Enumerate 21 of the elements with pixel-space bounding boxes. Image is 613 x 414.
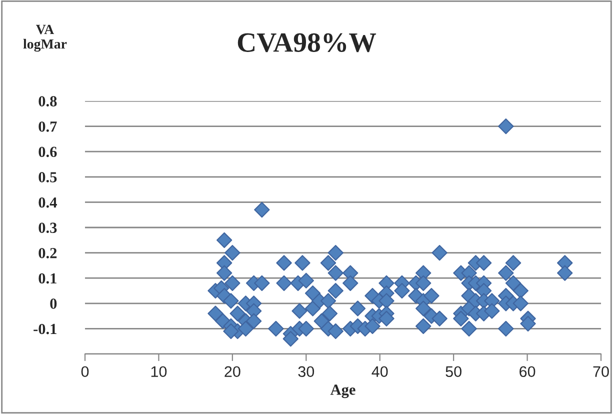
y-tick-label: 0.2 [38,248,57,258]
y-tick-label: 0 [50,298,57,309]
y-tick-label: -0.1 [34,324,56,334]
y-tick-label: 0.4 [38,197,57,208]
x-tick-label: 40 [372,366,388,378]
x-tick-label: 30 [298,366,314,378]
y-tick-label: 0.7 [38,121,57,132]
x-axis-title: Age [330,384,356,398]
y-tick-label: 0.1 [38,273,56,284]
y-tick-label: 0.5 [38,172,57,182]
y-tick-label: 0.3 [38,222,57,234]
x-tick-label: 10 [151,366,167,378]
x-tick-label: 60 [520,366,536,378]
x-tick-label: 0 [81,366,89,378]
x-tick-label: 20 [224,366,240,378]
x-tick-label: 50 [446,366,462,378]
y-tick-label: 0.6 [38,146,57,158]
chart-title: CVA98%W [238,33,376,52]
x-tick-label: 70 [593,366,609,378]
y-axis-title: VA logMar [23,24,67,52]
y-tick-label: 0.8 [38,96,57,107]
